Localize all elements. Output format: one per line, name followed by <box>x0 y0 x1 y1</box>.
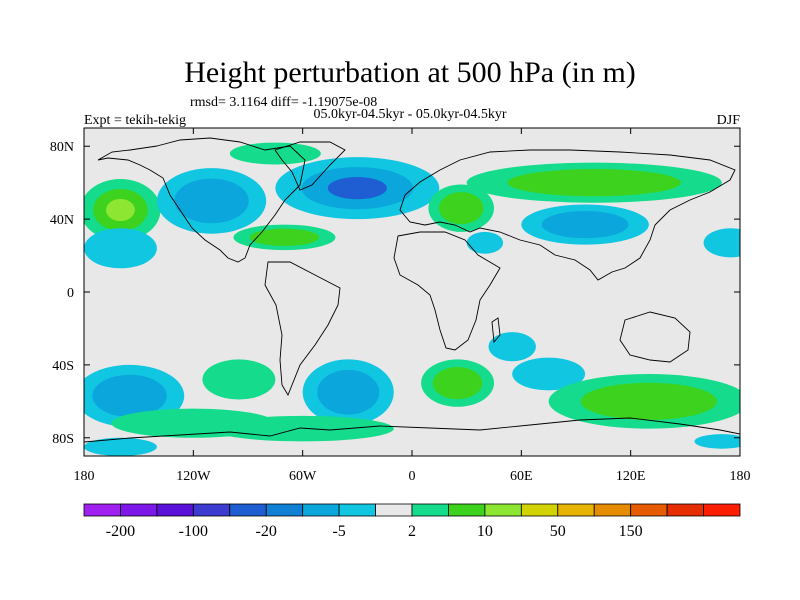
colorbar-swatch <box>557 503 595 517</box>
period-line: 05.0kyr-04.5kyr - 05.0kyr-04.5kyr <box>313 107 506 122</box>
coastline-australia <box>619 311 691 363</box>
anomaly-indian-neg-south-level-0 <box>488 332 536 362</box>
anomaly-atlantic-neg-level-2 <box>327 176 387 200</box>
colorbar-label: 50 <box>550 523 566 540</box>
anomaly-indian-neg-level-0 <box>512 357 586 391</box>
colorbar-swatch <box>484 503 522 517</box>
colorbar-swatch <box>83 503 121 517</box>
colorbar-swatch <box>703 503 741 517</box>
anomaly-greenland-pos-level-0 <box>229 142 321 165</box>
anomaly-south-atlantic-neg-level-1 <box>317 369 380 415</box>
colorbar-swatch <box>593 503 632 517</box>
colorbar-label: -5 <box>332 523 345 540</box>
coastline-madagascar <box>491 317 501 344</box>
colorbar-swatch <box>302 503 340 517</box>
anomaly-south-pacific-pos-level-0 <box>202 359 276 400</box>
anomaly-north-america-neg-level-1 <box>174 178 249 224</box>
colorbar-label: 2 <box>408 523 416 540</box>
x-tick-label: 60E <box>510 469 533 484</box>
coastlines <box>84 137 740 443</box>
colorbar-swatch <box>192 503 231 517</box>
anomaly-atlantic-pos-30n-level-1 <box>249 228 320 247</box>
anomaly-pacific-neg-30n-level-0 <box>84 228 157 269</box>
x-tick-label: 120E <box>616 469 646 484</box>
y-tick-label: 0 <box>67 286 74 301</box>
colorbar-label: -20 <box>256 523 277 540</box>
y-tick-label: 40N <box>50 213 74 228</box>
anomaly-south-pacific-neg-level-1 <box>92 374 167 417</box>
colorbar-swatch <box>520 503 559 517</box>
x-tick-label: 60W <box>289 469 317 484</box>
x-axis: 180 120W 60W 0 60E 120E 180 <box>74 128 751 484</box>
colorbar: -200 -100 -20 -5 2 10 50 150 <box>83 503 741 540</box>
x-tick-label: 0 <box>409 469 416 484</box>
colorbar-label: -100 <box>179 523 208 540</box>
y-tick-label: 80S <box>52 432 74 447</box>
stats-line: rmsd= 3.1164 diff= -1.19075e-08 <box>190 95 377 110</box>
season-label: DJF <box>717 113 741 128</box>
anomaly-antarctic-neg-west-level-0 <box>84 437 157 456</box>
coastline-greenland <box>274 141 346 191</box>
x-tick-label: 120W <box>176 469 211 484</box>
colorbar-swatch <box>375 503 413 517</box>
x-tick-label: 180 <box>730 469 751 484</box>
anomaly-asia-pos-level-1 <box>507 169 681 197</box>
anomaly-europe-pos-level-1 <box>438 192 484 225</box>
anomaly-south-atlantic-pos-level-1 <box>432 367 483 400</box>
coastline-africa <box>393 231 501 351</box>
colorbar-swatch <box>630 503 668 517</box>
colorbar-swatch <box>156 503 194 517</box>
anomaly-southern-pos-east-level-1 <box>580 382 718 420</box>
coastline-south-america <box>264 261 341 397</box>
y-tick-label: 80N <box>50 140 74 155</box>
colorbar-swatch <box>265 503 304 517</box>
y-tick-label: 40S <box>52 359 74 374</box>
coastline-north-america <box>97 137 306 263</box>
x-tick-label: 180 <box>74 469 95 484</box>
coastline-eurasia <box>399 149 736 281</box>
colorbar-label: -200 <box>106 523 135 540</box>
anomaly-north-pacific-pos-level-2 <box>106 198 135 222</box>
chart-title: Height perturbation at 500 hPa (in m) <box>184 56 636 89</box>
anomaly-east-asia-neg-level-1 <box>541 210 629 239</box>
colorbar-swatch <box>120 503 158 517</box>
colorbar-label: 10 <box>477 523 493 540</box>
coastline-antarctica <box>84 417 740 443</box>
anomaly-east-pacific-neg-level-0 <box>703 228 740 258</box>
colorbar-swatch <box>229 503 267 517</box>
colorbar-label: 150 <box>619 523 643 540</box>
colorbar-swatch <box>338 503 376 517</box>
anomaly-arabia-neg-level-0 <box>466 231 504 254</box>
anomaly-antarctic-pos-level-0 <box>211 415 394 442</box>
colorbar-swatch <box>666 503 704 517</box>
anomaly-antarctic-neg-east-level-0 <box>694 434 740 449</box>
experiment-label: Expt = tekih-tekig <box>84 113 186 128</box>
anomaly-fields <box>84 142 740 456</box>
y-axis: 80N 40N 0 40S 80S <box>50 140 740 447</box>
colorbar-swatch <box>411 503 449 517</box>
colorbar-swatch <box>448 503 486 517</box>
